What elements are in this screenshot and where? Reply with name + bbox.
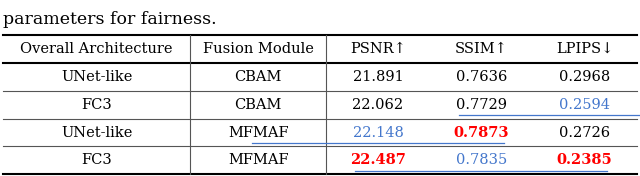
Text: UNet-like: UNet-like bbox=[61, 125, 132, 140]
Text: parameters for fairness.: parameters for fairness. bbox=[3, 11, 217, 29]
Text: SSIM↑: SSIM↑ bbox=[455, 42, 508, 56]
Text: 21.891: 21.891 bbox=[353, 70, 403, 84]
Text: 0.7729: 0.7729 bbox=[456, 98, 507, 112]
Text: 0.7636: 0.7636 bbox=[456, 70, 507, 84]
Text: 0.2968: 0.2968 bbox=[559, 70, 610, 84]
Text: FC3: FC3 bbox=[81, 153, 112, 167]
Text: Overall Architecture: Overall Architecture bbox=[20, 42, 173, 56]
Text: 0.2726: 0.2726 bbox=[559, 125, 610, 140]
Text: 0.7835: 0.7835 bbox=[456, 153, 507, 167]
Text: 22.487: 22.487 bbox=[350, 153, 406, 167]
Text: 22.062: 22.062 bbox=[353, 98, 404, 112]
Text: CBAM: CBAM bbox=[234, 70, 282, 84]
Text: CBAM: CBAM bbox=[234, 98, 282, 112]
Text: MFMAF: MFMAF bbox=[228, 125, 289, 140]
Text: 0.2385: 0.2385 bbox=[557, 153, 612, 167]
Text: 22.148: 22.148 bbox=[353, 125, 403, 140]
Text: Fusion Module: Fusion Module bbox=[203, 42, 314, 56]
Text: UNet-like: UNet-like bbox=[61, 70, 132, 84]
Text: FC3: FC3 bbox=[81, 98, 112, 112]
Text: 0.2594: 0.2594 bbox=[559, 98, 610, 112]
Text: 0.7873: 0.7873 bbox=[454, 125, 509, 140]
Text: LPIPS↓: LPIPS↓ bbox=[556, 42, 613, 56]
Text: PSNR↑: PSNR↑ bbox=[350, 42, 406, 56]
Text: MFMAF: MFMAF bbox=[228, 153, 289, 167]
